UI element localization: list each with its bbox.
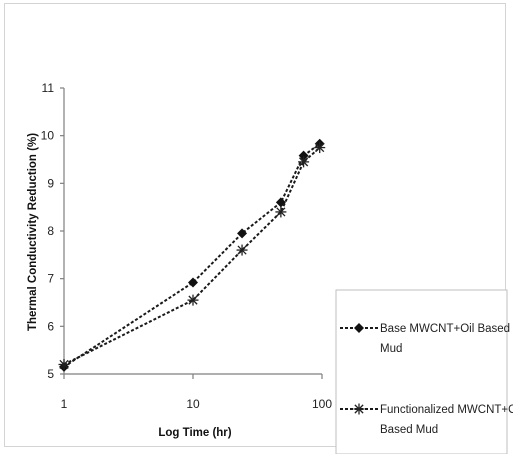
y-axis-title: Thermal Conductivity Reduction (%) [27, 133, 39, 331]
y-tick-label: 9 [47, 176, 54, 190]
legend: Base MWCNT+Oil Based Mud Functionalized MW… [335, 289, 513, 454]
star-stroke [299, 157, 309, 167]
star-stroke [59, 359, 69, 370]
data-point-star [298, 156, 310, 168]
legend-label: Base MWCNT+Oil Based Mud [380, 323, 510, 355]
x-axis-title: Log Time (hr) [158, 427, 231, 439]
y-tick-label: 6 [47, 319, 54, 333]
star-stroke [354, 404, 364, 414]
data-point-star [187, 294, 199, 306]
legend-label: Functionalized MWCNT+Oil Based Mud [380, 404, 513, 436]
star-stroke [188, 295, 198, 305]
data-point-star [236, 244, 248, 256]
y-tick-label: 5 [47, 367, 54, 381]
series-layer [58, 138, 326, 372]
data-point-star [275, 206, 287, 218]
data-point-diamond [298, 150, 309, 161]
legend-box [335, 289, 508, 454]
data-point-star [314, 142, 326, 154]
series-2 [58, 142, 326, 370]
y-tick-label: 7 [47, 272, 54, 286]
series-1 [59, 138, 325, 372]
x-tick-label: 100 [312, 397, 332, 411]
y-tick-label: 11 [42, 81, 55, 95]
legend-marker-star [353, 403, 365, 415]
x-tick-label: 1 [61, 397, 68, 411]
series-line [63, 142, 321, 368]
x-tick-label: 10 [186, 397, 200, 411]
star-stroke [315, 142, 325, 153]
y-tick-label: 10 [41, 129, 55, 143]
data-point-star [58, 358, 70, 370]
star-stroke [276, 207, 286, 217]
star-stroke [237, 245, 247, 255]
data-point-diamond [237, 228, 248, 239]
legend-item-2: Functionalized MWCNT+Oil Based Mud [340, 403, 513, 436]
series-line [63, 146, 321, 366]
legend-marker-diamond [354, 323, 364, 333]
data-point-diamond [188, 277, 198, 288]
y-tick-label: 8 [47, 224, 54, 238]
legend-item-1: Base MWCNT+Oil Based Mud [340, 323, 510, 355]
